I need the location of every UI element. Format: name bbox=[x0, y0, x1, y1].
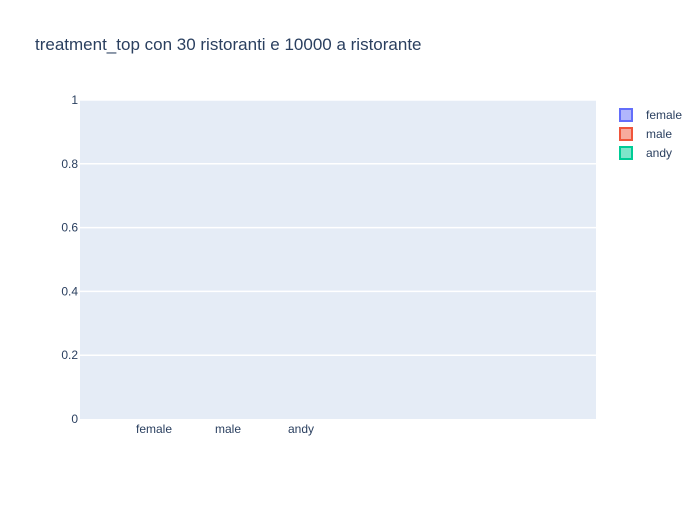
y-tick-label: 0 bbox=[71, 412, 78, 426]
y-tick-label: 0.2 bbox=[61, 348, 78, 362]
x-tick-label: male bbox=[215, 422, 241, 436]
legend-item-male[interactable]: male bbox=[619, 127, 672, 141]
legend-label: female bbox=[646, 108, 682, 122]
legend-item-female[interactable]: female bbox=[619, 108, 682, 122]
legend-swatch bbox=[619, 108, 633, 122]
chart-title: treatment_top con 30 ristoranti e 10000 … bbox=[35, 35, 422, 54]
legend-swatch bbox=[619, 146, 633, 160]
legend-swatch bbox=[619, 127, 633, 141]
y-tick-label: 1 bbox=[71, 93, 78, 107]
plot-area: 0 0.2 0.4 0.6 0.8 1 female male andy bbox=[61, 93, 596, 436]
x-tick-label: female bbox=[136, 422, 172, 436]
plot-background bbox=[80, 100, 596, 419]
legend-label: andy bbox=[646, 146, 672, 160]
legend[interactable]: female male andy bbox=[619, 108, 682, 160]
x-tick-label: andy bbox=[288, 422, 314, 436]
legend-label: male bbox=[646, 127, 672, 141]
y-tick-label: 0.8 bbox=[61, 157, 78, 171]
y-tick-label: 0.6 bbox=[61, 221, 78, 235]
y-tick-label: 0.4 bbox=[61, 284, 78, 298]
legend-item-andy[interactable]: andy bbox=[619, 146, 672, 160]
